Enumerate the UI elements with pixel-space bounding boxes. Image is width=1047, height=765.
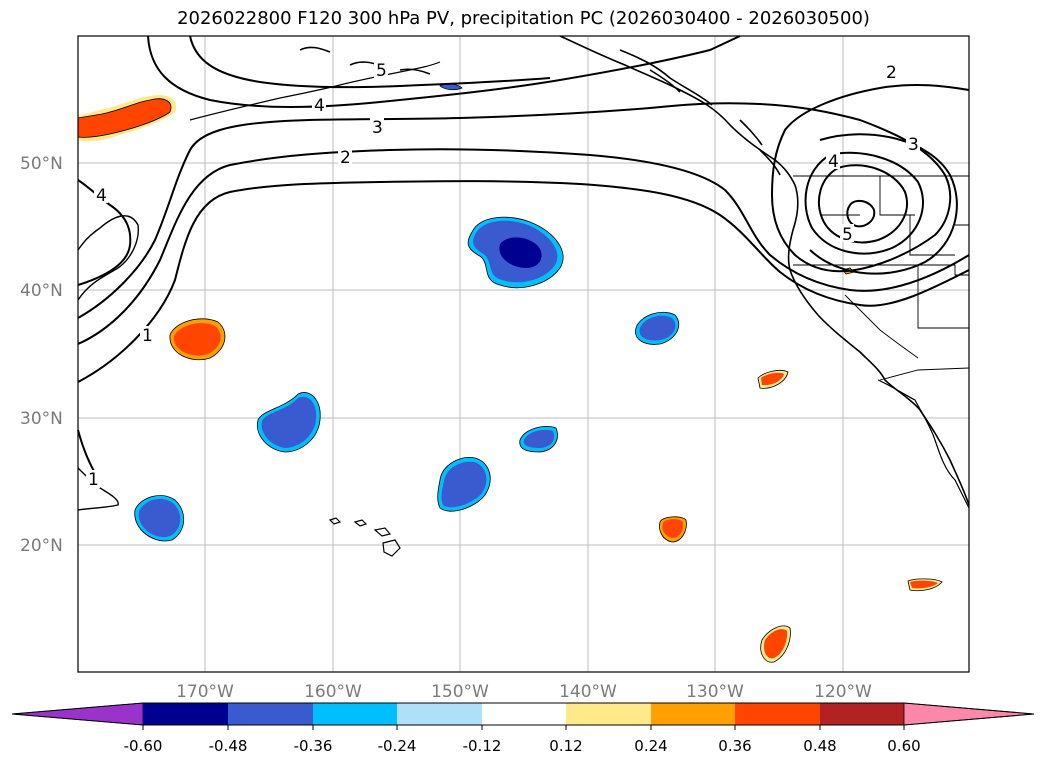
contour-label: 1 [88, 470, 99, 490]
colorbar-tick: 0.24 [634, 737, 667, 755]
colorbar-tick: -0.12 [463, 737, 502, 755]
colorbar-tick: 0.36 [718, 737, 751, 755]
map-title: 2026022800 F120 300 hPa PV, precipitatio… [177, 8, 870, 29]
colorbar-segment [143, 703, 228, 725]
lat-label: 50°N [20, 154, 63, 174]
contour-2 [77, 148, 970, 345]
colorbar-segment [313, 703, 397, 725]
colorbar-segment [228, 703, 313, 725]
lon-label: 140°W [559, 682, 617, 702]
contour-label: 4 [96, 186, 107, 206]
colorbar-segment [903, 702, 1035, 726]
contour-5-top [147, 35, 741, 108]
contour-1 [77, 180, 970, 383]
map-background [78, 36, 969, 672]
map-frame [77, 35, 970, 673]
contour-label: 4 [828, 152, 839, 172]
colorbar-tick: 0.12 [549, 737, 582, 755]
contour-ring-a [804, 151, 924, 255]
colorbar-segment [820, 703, 904, 725]
contour-label: 5 [376, 61, 387, 81]
lon-label: 170°W [176, 682, 234, 702]
colorbar-segment [566, 703, 651, 725]
colorbar-tick: 0.60 [887, 737, 920, 755]
colorbar-tick: 0.48 [803, 737, 836, 755]
contour-label: 3 [908, 135, 919, 155]
pv-contours [77, 35, 970, 479]
lon-label: 130°W [686, 682, 744, 702]
contour-4b [189, 35, 551, 89]
colorbar-tick: -0.48 [209, 737, 248, 755]
contour-label: 5 [842, 225, 853, 245]
contour-label: 3 [372, 118, 383, 138]
contour-label: 4 [314, 96, 325, 116]
colorbar-segment [11, 702, 144, 726]
lat-labels: 50°N 40°N 30°N 20°N [20, 154, 63, 556]
contour-label: 2 [886, 63, 897, 83]
lon-label: 160°W [304, 682, 362, 702]
precip-negative [134, 83, 680, 542]
contour-ring-c [846, 199, 876, 228]
contour-label: 2 [340, 148, 351, 168]
colorbar-segment [735, 703, 820, 725]
contour-labels: 1 1 2 2 3 3 4 4 4 5 5 [86, 60, 920, 490]
precip-core-dark [499, 237, 542, 268]
colorbar-tick: -0.36 [294, 737, 333, 755]
lon-label: 150°W [431, 682, 489, 702]
colorbar-segment [651, 703, 735, 725]
colorbar-tick: -0.24 [378, 737, 417, 755]
colorbar-segment [482, 703, 566, 725]
contour-ring-b [818, 164, 908, 244]
colorbar-tick: -0.60 [124, 737, 163, 755]
lon-label: 120°W [814, 682, 872, 702]
colorbar: -0.60 -0.48 -0.36 -0.24 -0.12 0.12 0.24 … [11, 702, 1035, 755]
precip-positive [77, 94, 943, 663]
lat-label: 40°N [20, 281, 63, 301]
lon-labels: 170°W 160°W 150°W 140°W 130°W 120°W [176, 682, 872, 702]
colorbar-segment [397, 703, 482, 725]
contour-3 [77, 83, 970, 319]
contour-ring-d [809, 133, 958, 275]
contour-label: 1 [142, 326, 153, 346]
lat-label: 20°N [20, 536, 63, 556]
lat-label: 30°N [20, 409, 63, 429]
